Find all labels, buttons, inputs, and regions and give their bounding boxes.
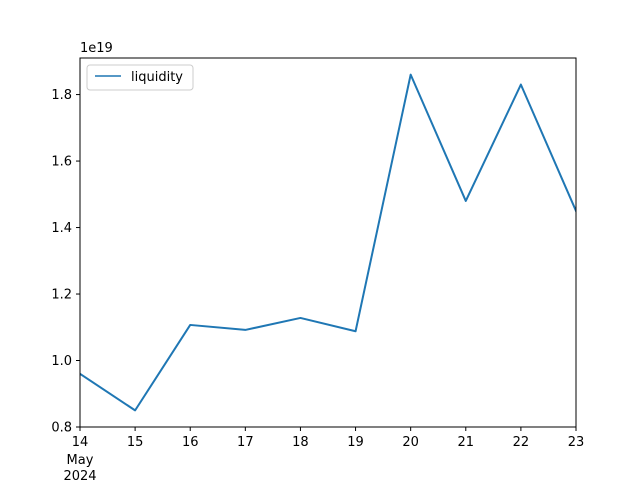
x-year-label: 2024: [63, 469, 96, 480]
x-tick-label: 15: [127, 435, 144, 450]
y-tick-label: 1.2: [51, 288, 72, 303]
x-tick-label: 22: [513, 435, 530, 450]
x-tick-label: 23: [568, 435, 585, 450]
y-tick-label: 1.8: [51, 88, 72, 103]
legend: liquidity: [86, 64, 194, 91]
y-tick-label: 1.0: [51, 354, 72, 369]
axes-frame: [79, 57, 577, 428]
series-line-liquidity: [80, 73, 576, 412]
y-tick-label: 1.6: [51, 155, 72, 170]
x-tick-label: 18: [292, 435, 309, 450]
x-tick-label: 17: [237, 435, 254, 450]
y-offset-label: 1e19: [80, 41, 113, 56]
x-tick-label: 21: [458, 435, 475, 450]
x-tick-label: 14: [72, 435, 89, 450]
x-month-label: May: [67, 453, 94, 468]
x-tick-label: 20: [402, 435, 419, 450]
x-tick-label: 19: [347, 435, 364, 450]
y-tick-label: 1.4: [51, 221, 72, 236]
legend-label-liquidity: liquidity: [131, 70, 183, 85]
x-tick-label: 16: [182, 435, 199, 450]
y-tick-label: 0.8: [51, 421, 72, 436]
legend-box: [86, 64, 194, 91]
